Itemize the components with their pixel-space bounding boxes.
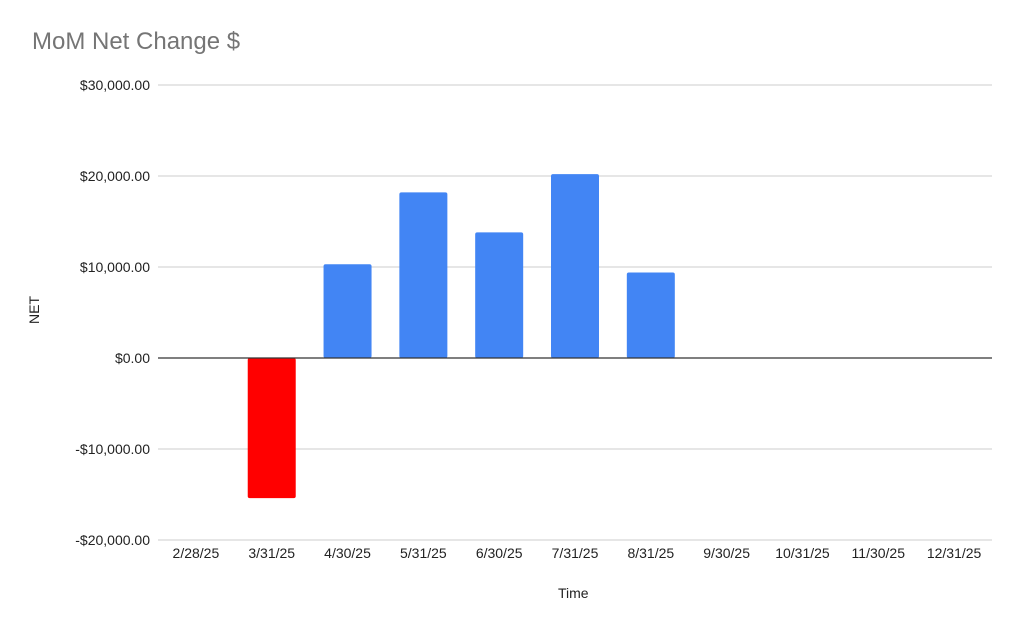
chart-title: MoM Net Change $ [32,28,241,55]
bar-3-31-25 [247,358,296,499]
bar-7-31-25 [551,174,599,358]
y-tick-labels: $30,000.00 $20,000.00 $10,000.00 $0.00 -$10,… [75,77,150,548]
x-tick-label: 7/31/25 [552,545,599,561]
x-tick-label: 3/31/25 [248,545,295,561]
x-tick-label: 10/31/25 [775,545,830,561]
y-tick-label: $10,000.00 [80,259,150,275]
x-tick-labels: 2/28/25 3/31/25 4/30/25 5/31/25 6/30/25 7/31/… [173,545,982,561]
x-tick-label: 8/31/25 [627,545,674,561]
x-tick-label: 12/31/25 [927,545,982,561]
bar-5-31-25 [399,192,448,358]
bar-4-30-25 [323,264,372,358]
y-tick-label: -$10,000.00 [75,441,150,457]
y-tick-label: $20,000.00 [80,168,150,184]
x-tick-label: 2/28/25 [173,545,220,561]
y-tick-label: $30,000.00 [80,77,150,93]
bar-8-31-25 [626,272,675,358]
y-tick-label: -$20,000.00 [75,532,150,548]
bars [247,174,675,499]
x-axis-label: Time [558,585,589,601]
x-tick-label: 9/30/25 [703,545,750,561]
x-tick-label: 5/31/25 [400,545,447,561]
x-tick-label: 6/30/25 [476,545,523,561]
x-tick-label: 4/30/25 [324,545,371,561]
y-tick-label: $0.00 [115,350,150,366]
bar-6-30-25 [475,232,524,358]
x-tick-label: 11/30/25 [852,545,906,561]
